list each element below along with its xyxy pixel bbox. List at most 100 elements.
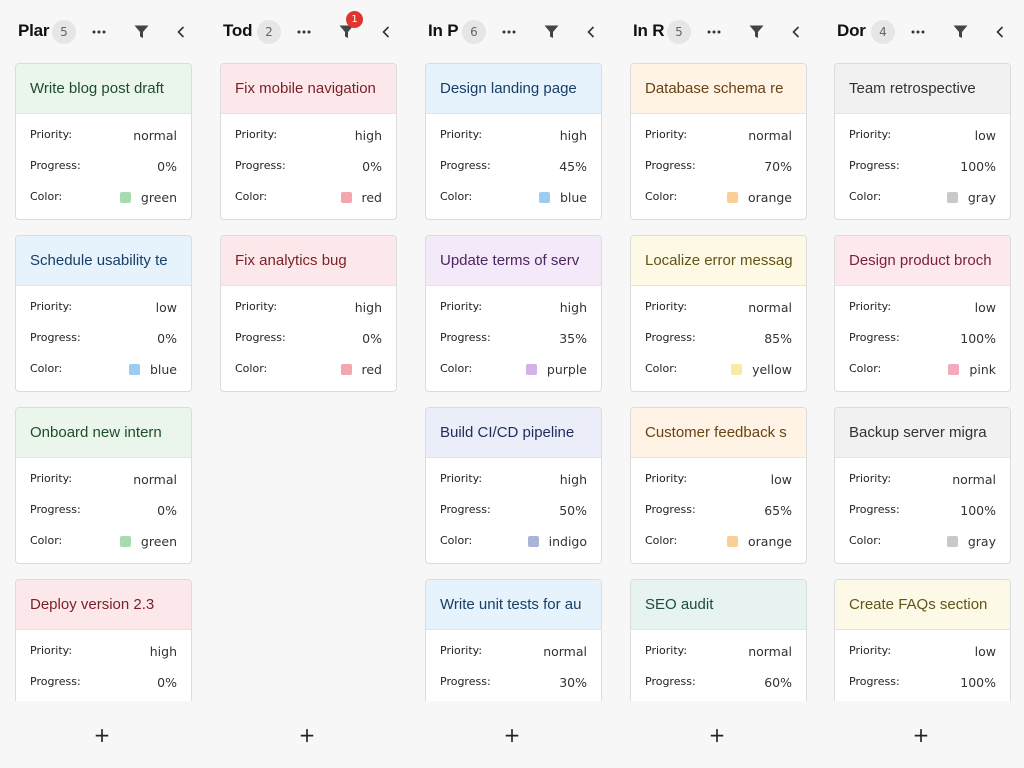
progress-field: Progress: 100% [849, 503, 996, 519]
add-card-button[interactable]: + [912, 723, 930, 747]
filter-icon [544, 25, 559, 39]
column-filter-button[interactable] [947, 19, 973, 45]
column-filter-button[interactable] [743, 19, 769, 45]
task-card[interactable]: Backup server migra Priority: normal Pro… [834, 407, 1011, 564]
task-card[interactable]: Create FAQs section Priority: low Progre… [834, 579, 1011, 701]
task-card[interactable]: Update terms of serv Priority: high Prog… [425, 235, 602, 392]
add-card-button[interactable]: + [503, 723, 521, 747]
progress-value: 45% [559, 159, 587, 174]
progress-field: Progress: 85% [645, 331, 792, 347]
color-value-wrap: orange [727, 534, 792, 549]
priority-field: Priority: high [440, 300, 587, 316]
column-title: In P [428, 21, 459, 40]
column-collapse-button[interactable] [987, 19, 1013, 45]
progress-label: Progress: [30, 675, 81, 688]
task-card[interactable]: Customer feedback s Priority: low Progre… [630, 407, 807, 564]
task-card-title: Customer feedback s [631, 408, 806, 458]
filter-icon [134, 25, 149, 39]
task-card[interactable]: Design product broch Priority: low Progr… [834, 235, 1011, 392]
progress-label: Progress: [440, 159, 491, 172]
priority-value: normal [133, 128, 177, 143]
task-card[interactable]: Deploy version 2.3 Priority: high Progre… [15, 579, 192, 701]
column-card-list: Write blog post draft Priority: normal P… [15, 63, 192, 701]
more-horizontal-icon [911, 30, 925, 34]
color-field: Color: green [30, 190, 177, 206]
column-header: Plar 5 [15, 14, 205, 48]
column-title: Dor [837, 21, 866, 40]
filter-icon [749, 25, 764, 39]
column-title: In R [633, 21, 665, 40]
color-swatch [119, 536, 131, 547]
priority-value: high [559, 128, 587, 143]
priority-label: Priority: [440, 128, 483, 141]
progress-label: Progress: [440, 675, 491, 688]
color-label: Color: [235, 190, 268, 203]
column-header: Tod 2 1 [220, 11, 410, 48]
color-value: pink [969, 362, 996, 377]
color-value: gray [967, 534, 996, 549]
progress-label: Progress: [645, 159, 696, 172]
column-collapse-button[interactable] [783, 19, 809, 45]
task-card[interactable]: Fix mobile navigation Priority: high Pro… [220, 63, 397, 220]
color-field: Color: orange [645, 190, 792, 206]
add-card-button[interactable]: + [708, 723, 726, 747]
color-value: gray [967, 190, 996, 205]
column-menu-button[interactable] [905, 19, 931, 45]
progress-label: Progress: [849, 159, 900, 172]
color-swatch [948, 364, 960, 375]
task-card[interactable]: Write unit tests for au Priority: normal… [425, 579, 602, 701]
progress-field: Progress: 35% [440, 331, 587, 347]
color-value-wrap: gray [946, 534, 996, 549]
add-card-button[interactable]: + [298, 723, 316, 747]
priority-label: Priority: [235, 300, 278, 313]
column-filter-button[interactable] [538, 19, 564, 45]
progress-value: 0% [157, 503, 177, 518]
color-swatch [340, 192, 352, 203]
priority-value: low [770, 472, 792, 487]
task-card[interactable]: Write blog post draft Priority: normal P… [15, 63, 192, 220]
task-card[interactable]: Database schema re Priority: normal Prog… [630, 63, 807, 220]
chevron-left-icon [587, 26, 595, 38]
priority-value: low [974, 300, 996, 315]
progress-value: 60% [764, 675, 792, 690]
column-filter-button[interactable] [128, 19, 154, 45]
priority-value: normal [543, 644, 587, 659]
priority-label: Priority: [30, 644, 73, 657]
priority-label: Priority: [30, 472, 73, 485]
task-card[interactable]: Design landing page Priority: high Progr… [425, 63, 602, 220]
progress-field: Progress: 50% [440, 503, 587, 519]
task-card-title: Database schema re [631, 64, 806, 114]
task-card[interactable]: SEO audit Priority: normal Progress: 60%… [630, 579, 807, 701]
priority-label: Priority: [645, 300, 688, 313]
add-card-button[interactable]: + [93, 723, 111, 747]
column-count-badge: 5 [52, 20, 76, 44]
color-label: Color: [645, 362, 678, 375]
color-label: Color: [30, 534, 63, 547]
column-collapse-button[interactable] [168, 19, 194, 45]
column-menu-button[interactable] [86, 19, 112, 45]
priority-field: Priority: high [440, 472, 587, 488]
column-title: Plar [18, 21, 50, 40]
task-card[interactable]: Localize error messag Priority: normal P… [630, 235, 807, 392]
column-menu-button[interactable] [701, 19, 727, 45]
column-collapse-button[interactable] [373, 19, 399, 45]
column-collapse-button[interactable] [578, 19, 604, 45]
task-card[interactable]: Team retrospective Priority: low Progres… [834, 63, 1011, 220]
color-swatch [527, 536, 539, 547]
task-card[interactable]: Build CI/CD pipeline Priority: high Prog… [425, 407, 602, 564]
task-card[interactable]: Onboard new intern Priority: normal Prog… [15, 407, 192, 564]
priority-field: Priority: normal [645, 644, 792, 660]
priority-field: Priority: normal [645, 128, 792, 144]
color-field: Color: green [30, 534, 177, 550]
color-swatch [538, 192, 550, 203]
column-filter-button[interactable]: 1 [333, 11, 363, 45]
priority-field: Priority: low [849, 644, 996, 660]
task-card[interactable]: Schedule usability te Priority: low Prog… [15, 235, 192, 392]
column-menu-button[interactable] [291, 19, 317, 45]
progress-label: Progress: [645, 675, 696, 688]
column-card-list: Team retrospective Priority: low Progres… [834, 63, 1011, 701]
color-value: yellow [752, 362, 792, 377]
column-menu-button[interactable] [496, 19, 522, 45]
color-field: Color: red [235, 362, 382, 378]
task-card[interactable]: Fix analytics bug Priority: high Progres… [220, 235, 397, 392]
